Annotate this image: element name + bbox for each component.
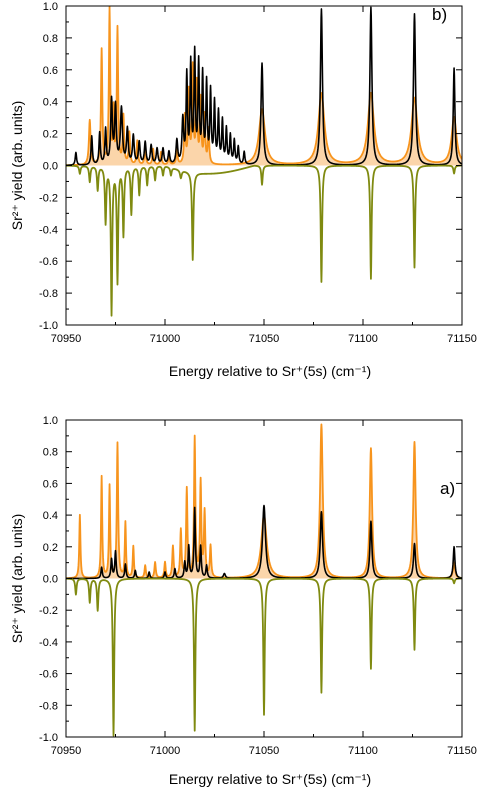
series-2-line: [66, 164, 462, 317]
y-axis-title: Sr²⁺ yield (arb. units): [9, 514, 25, 644]
y-tick-label: 0.8: [43, 33, 58, 45]
x-axis-title: Energy relative to Sr⁺(5s) (cm⁻¹): [169, 363, 371, 379]
y-tick-label: -1.0: [39, 732, 58, 744]
x-tick-label: 71150: [447, 745, 477, 757]
x-tick-label: 71000: [150, 745, 181, 757]
x-tick-label: 71000: [150, 333, 181, 345]
y-tick-label: 0.8: [43, 447, 58, 459]
plot-area: [66, 423, 462, 737]
y-tick-label: 0.6: [43, 65, 58, 77]
y-tick-label: -0.4: [39, 224, 58, 236]
x-axis-title: Energy relative to Sr⁺(5s) (cm⁻¹): [169, 771, 371, 787]
panel-b: 70950 71000 71050 71100 71150 -1.0 -0.8 -0.6 -0.…: [9, 1, 477, 379]
y-tick-label: -0.8: [39, 700, 58, 712]
x-tick-label: 71050: [249, 333, 280, 345]
y-tick-label: 1.0: [43, 1, 58, 13]
x-tick-label: 71150: [447, 333, 477, 345]
series-2-line: [66, 577, 462, 737]
y-tick-label: 0.4: [43, 510, 58, 522]
y-tick-label: 0.0: [43, 161, 58, 173]
y-tick-label: 0.2: [43, 129, 58, 141]
y-tick-label: -0.4: [39, 637, 58, 649]
series-1-line: [66, 6, 462, 166]
y-tick-label: 0.4: [43, 97, 58, 109]
panel-label: a): [440, 479, 455, 498]
panel-label: b): [432, 5, 447, 24]
y-tick-label: 0.0: [43, 574, 58, 586]
y-axis-title: Sr²⁺ yield (arb. units): [9, 101, 25, 231]
x-tick-label: 70950: [51, 745, 82, 757]
x-tick-label: 70950: [51, 333, 82, 345]
series-0-fill: [66, 424, 462, 579]
y-tick-label: -0.2: [39, 605, 58, 617]
x-tick-label: 71100: [348, 745, 378, 757]
y-tick-label: -0.2: [39, 192, 58, 204]
y-tick-label: 0.2: [43, 542, 58, 554]
y-tick-label: -0.8: [39, 288, 58, 300]
y-tick-label: 0.6: [43, 478, 58, 490]
plot-area: [66, 6, 462, 317]
panel-a: 70950 71000 71050 71100 71150 -1.0 -0.8 -0.6 -0.…: [9, 415, 477, 787]
y-tick-label: -0.6: [39, 256, 58, 268]
y-tick-label: -1.0: [39, 320, 58, 332]
y-tick-label: -0.6: [39, 669, 58, 681]
y-tick-label: 1.0: [43, 415, 58, 427]
x-tick-label: 71050: [249, 745, 280, 757]
x-tick-label: 71100: [348, 333, 378, 345]
